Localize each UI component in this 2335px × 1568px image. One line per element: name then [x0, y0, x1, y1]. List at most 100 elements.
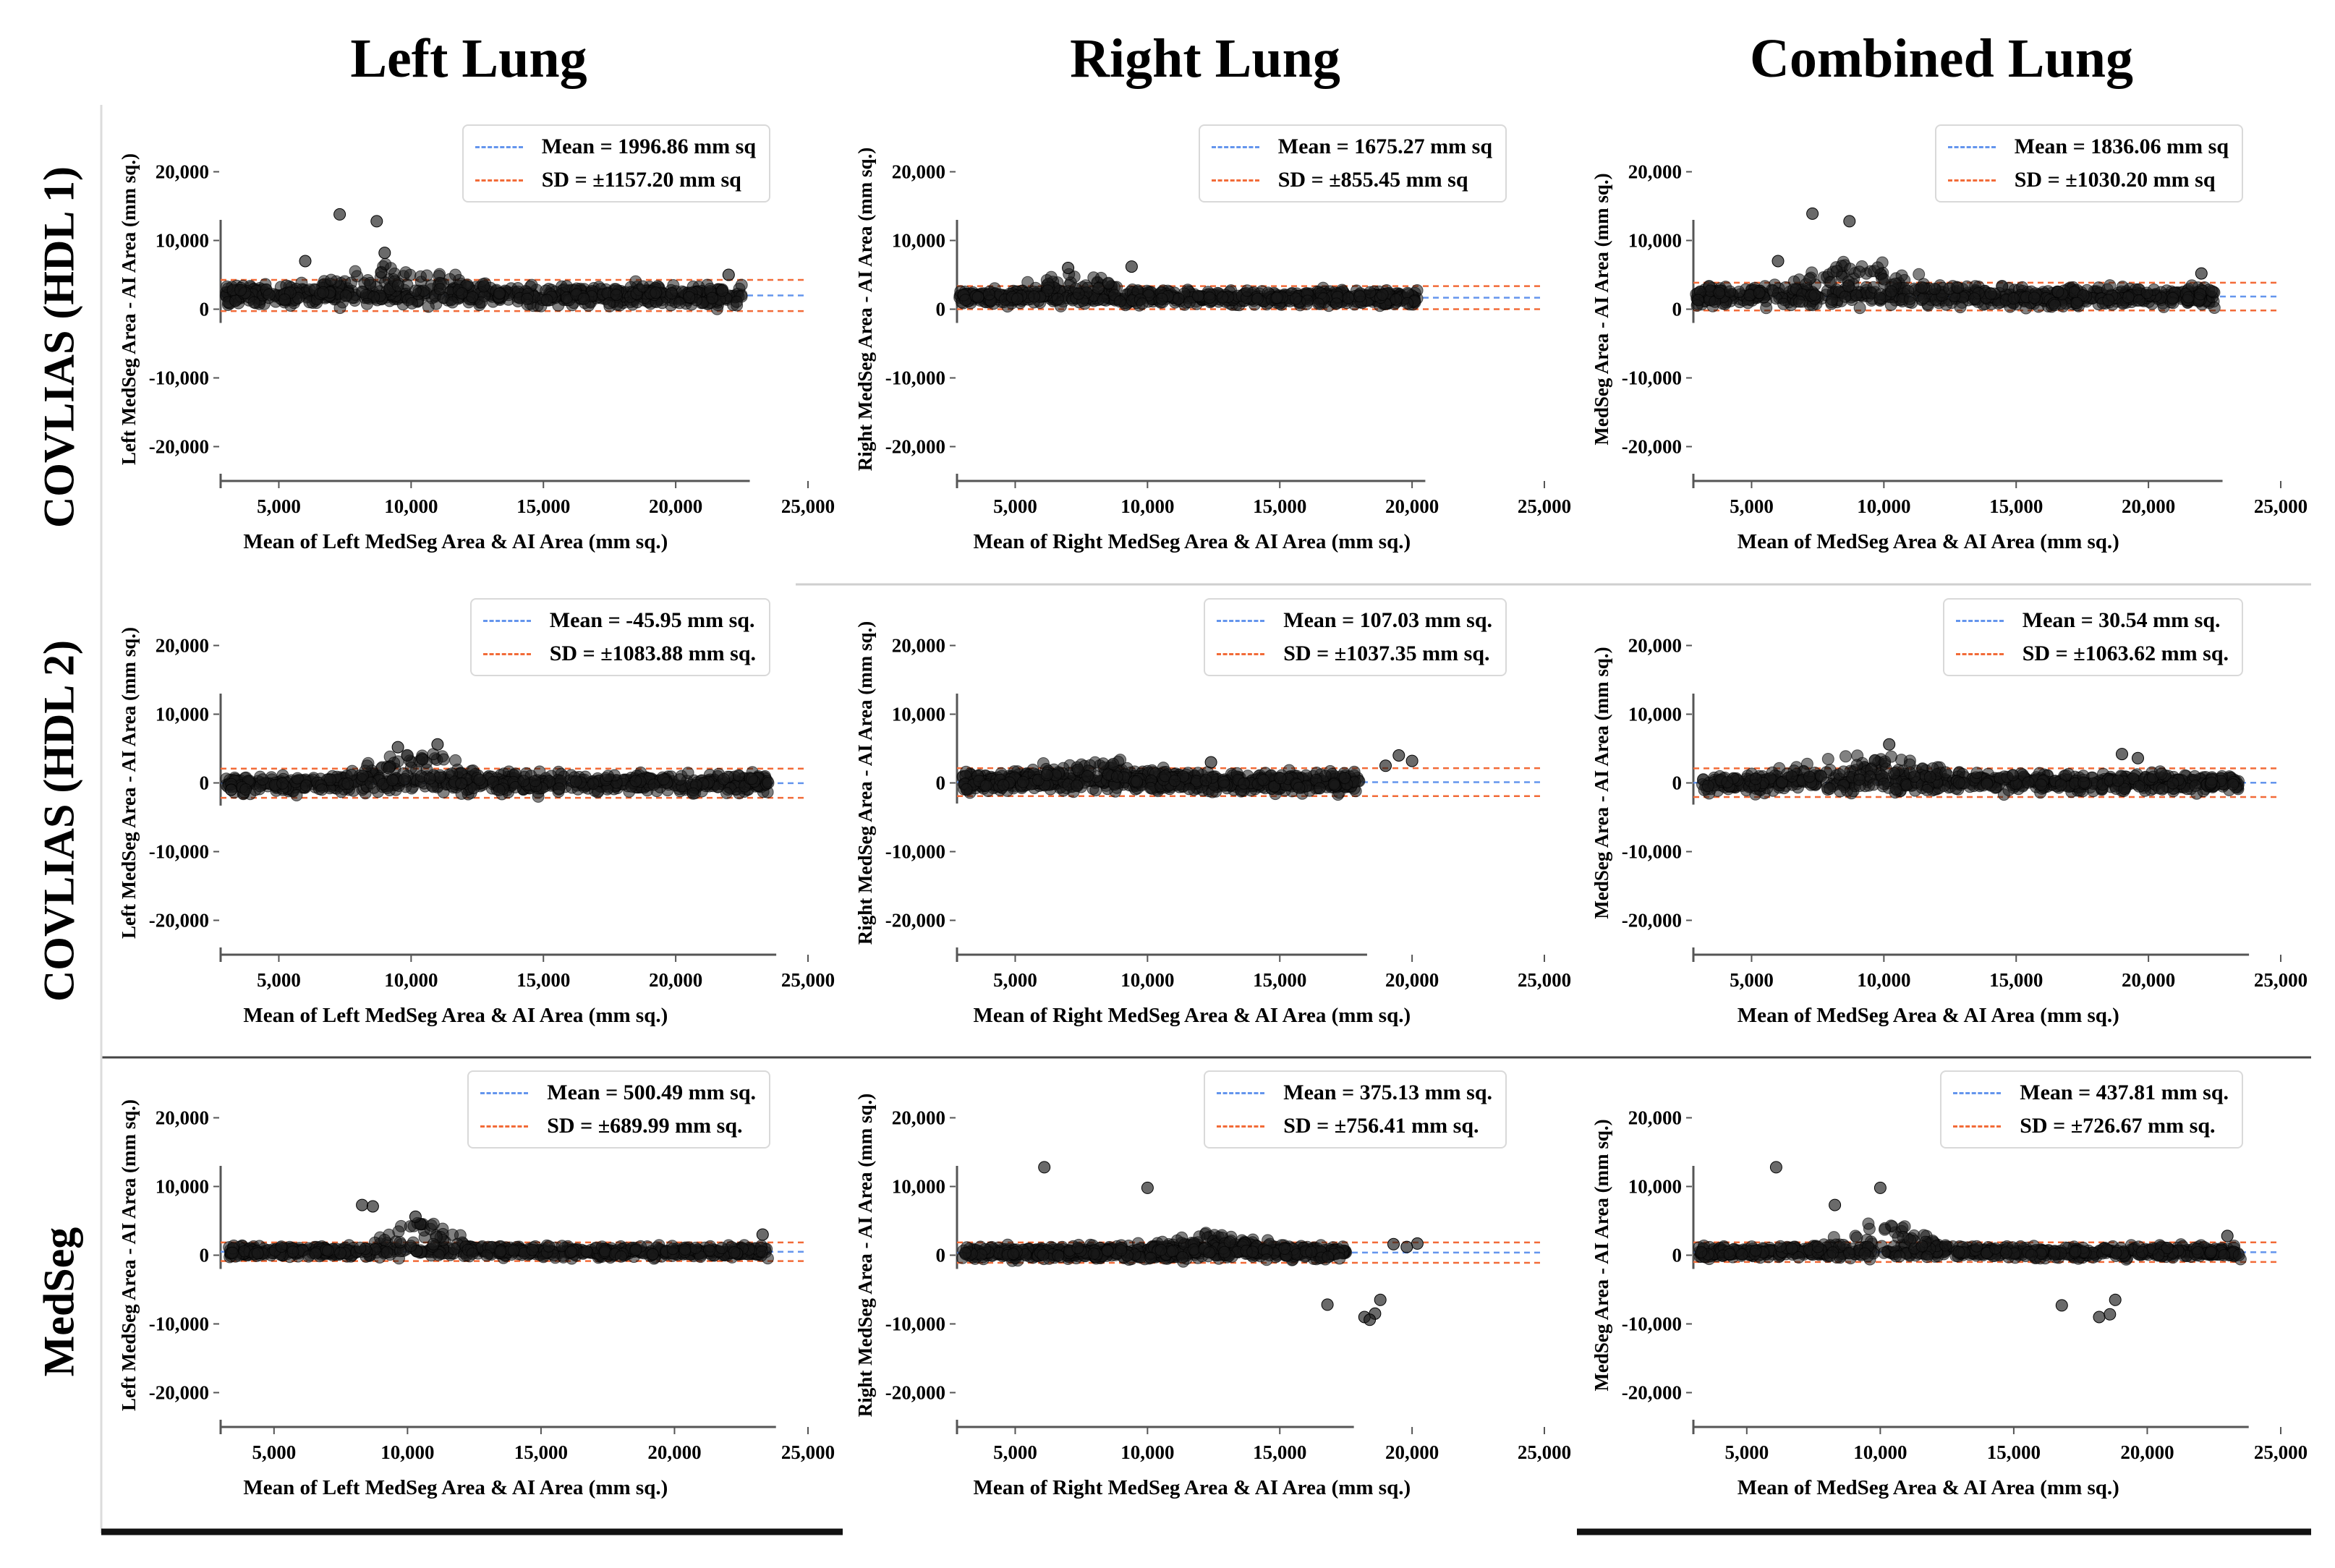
data-point — [1097, 294, 1110, 306]
x-tick-label: 20,000 — [2122, 495, 2175, 517]
y-tick-label: 0 — [200, 772, 210, 794]
legend-sd-swatch — [1947, 179, 1996, 182]
x-tick-label: 15,000 — [1989, 495, 2043, 517]
x-tick-label: 25,000 — [1518, 495, 1571, 517]
data-point — [1853, 302, 1866, 315]
data-point — [339, 289, 352, 302]
data-points — [1690, 207, 2221, 315]
data-point — [291, 772, 304, 785]
x-tick-label: 25,000 — [781, 969, 835, 991]
data-point — [386, 774, 399, 787]
plot-right-lung-hdl2: 5,000 10,000 15,000 20,000 25,00020,00010,00… — [854, 621, 1571, 1027]
data-point — [1803, 273, 1816, 286]
y-tick-label: 0 — [936, 299, 946, 320]
legend: Mean = 1996.86 mm sq SD = ±1157.20 mm sq — [462, 124, 770, 203]
y-tick-label: 20,000 — [156, 635, 209, 657]
legend-mean-label: Mean = 1836.06 mm sq — [2014, 135, 2229, 158]
data-point — [1842, 280, 1855, 293]
data-points — [953, 260, 1424, 313]
x-tick-label: 10,000 — [1120, 969, 1174, 991]
data-point — [1216, 291, 1229, 304]
data-point — [1251, 292, 1264, 305]
outlier-point — [333, 208, 346, 221]
outlier-point — [1806, 207, 1819, 220]
data-point — [718, 772, 731, 785]
data-point — [509, 781, 522, 793]
outlier-point — [370, 215, 383, 228]
x-tick-label: 15,000 — [1253, 969, 1306, 991]
y-tick-label: 10,000 — [892, 704, 945, 725]
data-point — [493, 784, 506, 796]
data-point — [1928, 282, 1941, 295]
x-axis-label: Mean of Left MedSeg Area & AI Area (mm s… — [243, 1004, 668, 1027]
data-point — [391, 279, 404, 292]
data-point — [1011, 292, 1024, 305]
data-point — [456, 287, 469, 299]
data-point — [1052, 292, 1064, 305]
data-point — [1903, 292, 1916, 305]
data-point — [406, 297, 419, 310]
panel-left-lung-hdl2: 5,000 10,000 15,000 20,000 25,000 20,000 10,00… — [112, 589, 835, 1052]
data-point — [1777, 297, 1790, 310]
data-point — [1830, 265, 1843, 278]
data-point — [1895, 269, 1908, 282]
data-point — [349, 265, 362, 278]
y-tick-label: 10,000 — [892, 230, 945, 252]
data-point — [686, 787, 699, 800]
data-point — [341, 777, 354, 790]
legend-mean-label: Mean = 1675.27 mm sq — [1277, 135, 1492, 158]
y-tick-label: 20,000 — [892, 161, 945, 183]
data-point — [683, 291, 696, 304]
data-point — [587, 777, 600, 790]
data-point — [1401, 297, 1414, 310]
data-point — [423, 772, 436, 785]
legend-sd-swatch — [1211, 179, 1259, 182]
data-point — [637, 280, 650, 293]
data-point — [1853, 265, 1866, 278]
data-point — [2208, 302, 2221, 314]
y-tick-label: -10,000 — [1622, 367, 1682, 389]
x-tick-label: 10,000 — [1857, 495, 1910, 517]
y-tick-label: -20,000 — [149, 910, 209, 932]
data-point — [971, 291, 984, 304]
data-point — [2122, 291, 2135, 304]
data-point — [1808, 289, 1821, 302]
data-point — [2104, 279, 2117, 292]
data-point — [673, 297, 686, 310]
plot-right-lung-hdl1: 5,000 10,000 15,000 20,000 25,00020,00010,00… — [854, 148, 1571, 553]
data-point — [263, 288, 276, 301]
data-point — [1996, 280, 2009, 292]
column-title-left-lung: Left Lung — [350, 28, 587, 89]
legend-sd-swatch — [475, 179, 523, 182]
legend-mean-label: Mean = 1996.86 mm sq — [541, 135, 756, 158]
data-point — [1183, 296, 1196, 309]
x-tick-label: 5,000 — [257, 495, 301, 517]
x-tick-label: 20,000 — [1385, 495, 1439, 517]
y-axis-label: MedSeg Area - AI Area (mm sq.) — [1591, 173, 1612, 445]
y-tick-label: 20,000 — [1628, 161, 1682, 183]
data-point — [1952, 281, 1965, 294]
data-point — [2166, 291, 2179, 304]
data-point — [493, 287, 506, 300]
data-point — [1884, 299, 1897, 311]
data-point — [325, 273, 338, 286]
data-point — [1793, 295, 1806, 308]
x-tick-label: 25,000 — [781, 495, 835, 517]
data-point — [2049, 299, 2062, 312]
data-point — [2007, 292, 2020, 305]
x-tick-label: 20,000 — [649, 969, 702, 991]
legend-sd: SD = ±1083.88 mm sq. — [482, 637, 756, 670]
panel-combined-lung-hdl1: 5,000 10,000 15,000 20,000 25,000 20,000 10,00… — [1585, 116, 2308, 579]
data-point — [1850, 289, 1863, 302]
data-point — [720, 786, 733, 799]
data-point — [681, 767, 694, 780]
data-points — [220, 738, 775, 803]
data-point — [603, 297, 616, 310]
data-point — [1968, 292, 1981, 305]
y-tick-label: 0 — [1672, 299, 1683, 320]
outlier-point — [225, 783, 238, 796]
plot-combined-lung-hdl1: 5,000 10,000 15,000 20,000 25,00020,00010,00… — [1591, 161, 2308, 554]
panel-left-lung-hdl1: 5,000 10,000 15,000 20,000 25,000 20,000 10,00… — [112, 116, 835, 579]
legend-mean-swatch — [475, 145, 523, 148]
